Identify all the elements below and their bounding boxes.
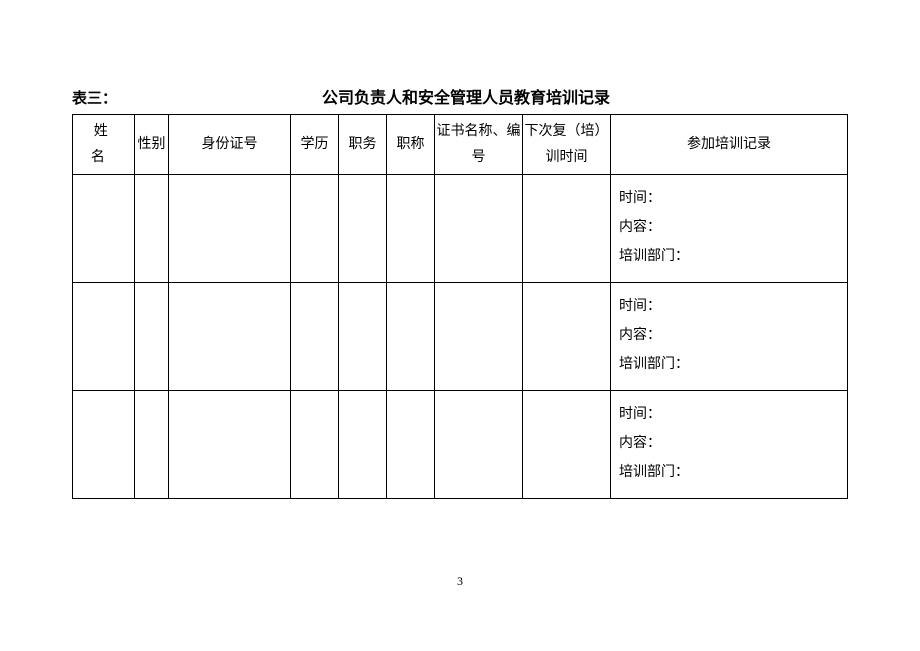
col-cert: 证书名称、编号: [435, 115, 523, 175]
record-time: 时间：: [619, 404, 839, 426]
page-container: 表三： 公司负责人和安全管理人员教育培训记录 姓 名 性别 身份证号 学历 职务…: [0, 0, 920, 499]
cell-post: [339, 175, 387, 283]
cell-gender: [135, 391, 169, 499]
record-lines: 时间： 内容： 培训部门：: [611, 283, 847, 390]
cell-record: 时间： 内容： 培训部门：: [611, 175, 848, 283]
record-content: 内容：: [619, 433, 839, 455]
col-record: 参加培训记录: [611, 115, 848, 175]
cell-next: [523, 175, 611, 283]
record-dept: 培训部门：: [619, 246, 839, 268]
cell-name: [73, 391, 135, 499]
cell-education: [291, 391, 339, 499]
table-row: 时间： 内容： 培训部门：: [73, 391, 848, 499]
table-body: 时间： 内容： 培训部门： 时间： 内容：: [73, 175, 848, 499]
record-dept: 培训部门：: [619, 462, 839, 484]
record-lines: 时间： 内容： 培训部门：: [611, 391, 847, 498]
record-content: 内容：: [619, 217, 839, 239]
record-dept: 培训部门：: [619, 354, 839, 376]
col-education: 学历: [291, 115, 339, 175]
cell-record: 时间： 内容： 培训部门：: [611, 283, 848, 391]
cell-title: [387, 391, 435, 499]
page-title: 公司负责人和安全管理人员教育培训记录: [322, 84, 610, 108]
cell-cert: [435, 391, 523, 499]
record-time: 时间：: [619, 296, 839, 318]
cell-gender: [135, 175, 169, 283]
record-lines: 时间： 内容： 培训部门：: [611, 175, 847, 282]
col-next: 下次复（培）训时间: [523, 115, 611, 175]
cell-post: [339, 391, 387, 499]
cell-title: [387, 175, 435, 283]
cell-name: [73, 283, 135, 391]
record-content: 内容：: [619, 325, 839, 347]
cell-record: 时间： 内容： 培训部门：: [611, 391, 848, 499]
table-label: 表三：: [72, 87, 262, 108]
cell-next: [523, 283, 611, 391]
cell-title: [387, 283, 435, 391]
cell-name: [73, 175, 135, 283]
header-row: 表三： 公司负责人和安全管理人员教育培训记录: [72, 84, 848, 108]
table-row: 时间： 内容： 培训部门：: [73, 283, 848, 391]
col-post: 职务: [339, 115, 387, 175]
cell-post: [339, 283, 387, 391]
table-row: 时间： 内容： 培训部门：: [73, 175, 848, 283]
cell-id: [169, 175, 291, 283]
cell-next: [523, 391, 611, 499]
page-number: 3: [0, 574, 920, 589]
table-header-row: 姓 名 性别 身份证号 学历 职务 职称 证书名称、编号 下次复（培）训时间 参…: [73, 115, 848, 175]
record-time: 时间：: [619, 188, 839, 210]
col-id: 身份证号: [169, 115, 291, 175]
cell-cert: [435, 283, 523, 391]
cell-id: [169, 391, 291, 499]
col-title: 职称: [387, 115, 435, 175]
cell-education: [291, 175, 339, 283]
cell-education: [291, 283, 339, 391]
cell-cert: [435, 175, 523, 283]
cell-gender: [135, 283, 169, 391]
cell-id: [169, 283, 291, 391]
training-record-table: 姓 名 性别 身份证号 学历 职务 职称 证书名称、编号 下次复（培）训时间 参…: [72, 114, 848, 499]
